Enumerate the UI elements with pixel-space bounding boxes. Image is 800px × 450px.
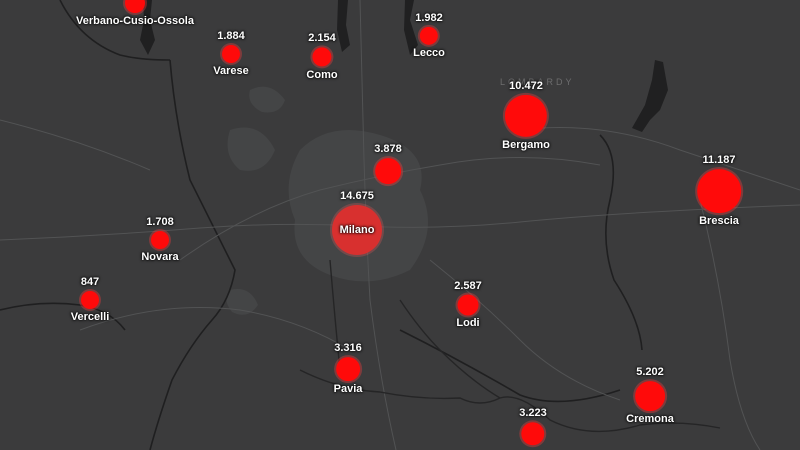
marker-bubble[interactable] — [81, 291, 99, 309]
marker-bubble[interactable] — [419, 26, 439, 46]
marker-bubble[interactable] — [222, 45, 240, 63]
marker-name: Cremona — [626, 412, 674, 425]
marker-name: Verbano-Cusio-Ossola — [76, 15, 194, 27]
marker-count: 3.316 — [334, 342, 362, 355]
lakes — [140, 0, 668, 132]
urban-areas — [226, 86, 428, 315]
marker-count: 2.154 — [308, 32, 336, 45]
marker-count: 1.708 — [146, 216, 174, 228]
marker-bubble[interactable] — [332, 205, 382, 255]
marker-name: Bergamo — [502, 139, 550, 152]
marker-name: Lodi — [456, 317, 480, 330]
marker-bubble[interactable] — [504, 94, 548, 138]
marker-count: 847 — [80, 276, 100, 288]
marker-name: Pavia — [333, 382, 363, 395]
marker-bubble[interactable] — [697, 169, 741, 213]
marker-count: 14.675 — [340, 190, 374, 202]
marker-name: Brescia — [699, 214, 739, 227]
marker-count: 10.472 — [509, 79, 543, 92]
marker-bubble[interactable] — [635, 381, 665, 411]
marker-bubble[interactable] — [312, 47, 332, 67]
marker-bubble[interactable] — [521, 422, 545, 446]
marker-name: Vercelli — [70, 311, 110, 323]
marker-name: Milano — [339, 224, 375, 236]
marker-bubble[interactable] — [457, 294, 479, 316]
marker-count: 2.587 — [454, 279, 482, 292]
marker-name: Lecco — [413, 47, 445, 60]
marker-bubble[interactable] — [375, 158, 401, 184]
region-label: LOMBARDY — [500, 77, 575, 87]
marker-name: Como — [306, 68, 338, 81]
marker-count: 3.878 — [374, 143, 402, 156]
marker-name: Varese — [213, 65, 249, 77]
marker-name: Novara — [141, 251, 179, 263]
marker-count: 1.982 — [415, 11, 443, 24]
marker-count: 3.223 — [519, 407, 547, 420]
marker-bubble[interactable] — [125, 0, 145, 13]
regional-borders — [0, 0, 643, 450]
marker-bubble[interactable] — [336, 357, 360, 381]
marker-count: 11.187 — [702, 154, 736, 167]
marker-count: 1.884 — [217, 30, 245, 42]
marker-count: 5.202 — [636, 366, 664, 379]
marker-bubble[interactable] — [151, 231, 169, 249]
